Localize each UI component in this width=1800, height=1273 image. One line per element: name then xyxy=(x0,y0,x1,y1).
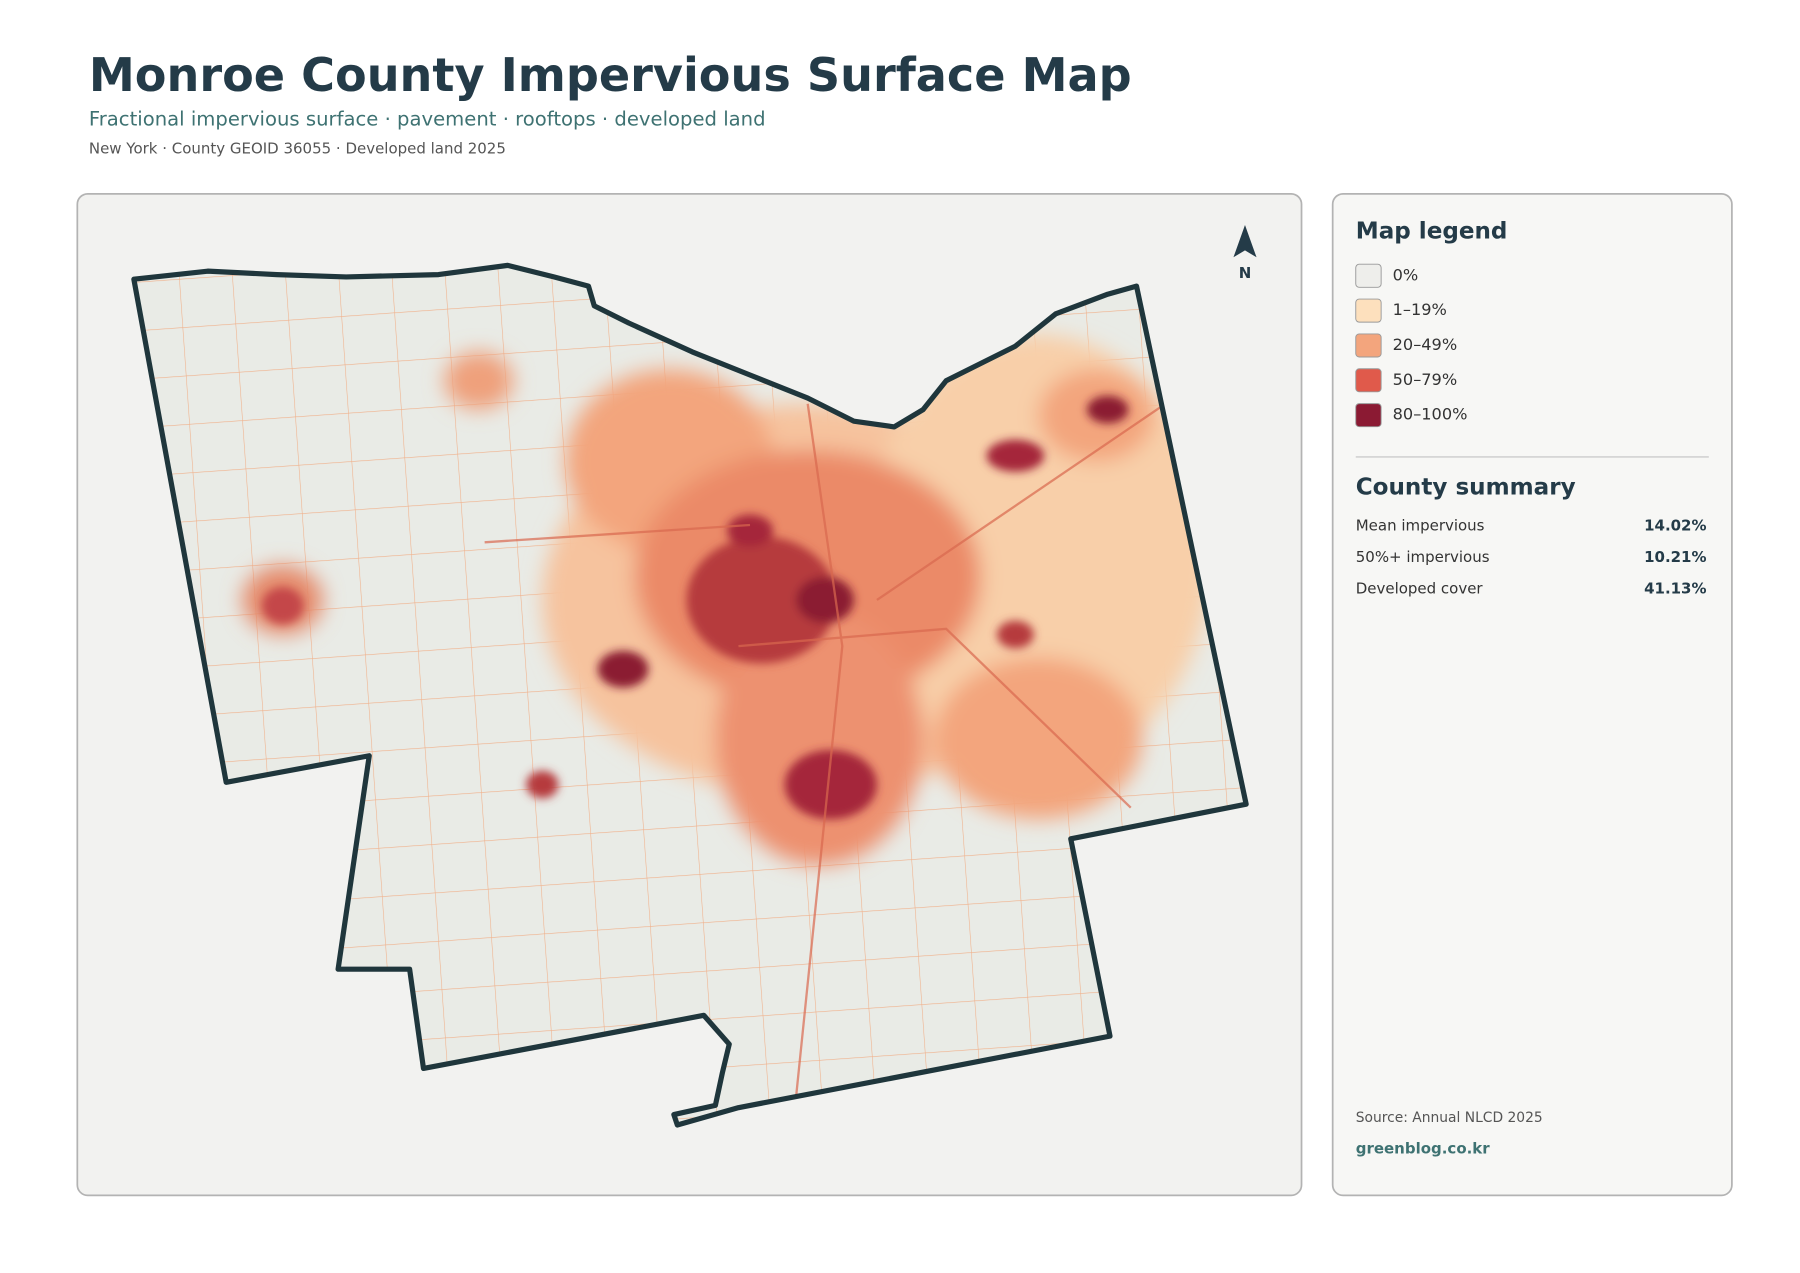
summary-label: Developed cover xyxy=(1356,579,1484,597)
legend-title: Map legend xyxy=(1356,218,1508,244)
summary-label: Mean impervious xyxy=(1356,517,1485,535)
meta-line: New York · County GEOID 36055 · Develope… xyxy=(89,139,506,157)
legend-label: 80–100% xyxy=(1393,405,1468,424)
north-label: N xyxy=(1239,264,1252,282)
north-arrow xyxy=(1233,224,1257,258)
source: Source: Annual NLCD 2025 xyxy=(1356,1110,1543,1126)
legend-label: 0% xyxy=(1393,265,1419,284)
site-link: greenblog.co.kr xyxy=(1356,1140,1491,1158)
legend-swatch xyxy=(1355,298,1382,323)
legend-panel xyxy=(1331,192,1733,1197)
summary-value: 14.02% xyxy=(1644,517,1706,535)
legend-swatch xyxy=(1355,333,1382,358)
legend-label: 50–79% xyxy=(1393,370,1457,389)
legend-label: 20–49% xyxy=(1393,335,1457,354)
summary-rows: Mean impervious 14.02% 50%+ impervious 10.2… xyxy=(1356,517,1707,598)
summary-value: 41.13% xyxy=(1644,579,1706,597)
title: Monroe County Impervious Surface Map xyxy=(89,48,1132,102)
subtitle: Fractional impervious surface · pavement… xyxy=(89,107,766,130)
county-outline xyxy=(131,262,1249,1128)
summary-label: 50%+ impervious xyxy=(1356,548,1490,566)
legend-label: 1–19% xyxy=(1393,300,1447,319)
county-raster xyxy=(133,265,1247,1125)
summary-value: 10.21% xyxy=(1644,548,1706,566)
legend-swatch xyxy=(1355,368,1382,393)
legend-swatch xyxy=(1355,263,1382,288)
legend-items: 0% 1–19% 20–49% 50–79% 80–100% xyxy=(1355,263,1468,428)
summary-title: County summary xyxy=(1356,475,1576,501)
legend-swatch xyxy=(1355,403,1382,428)
